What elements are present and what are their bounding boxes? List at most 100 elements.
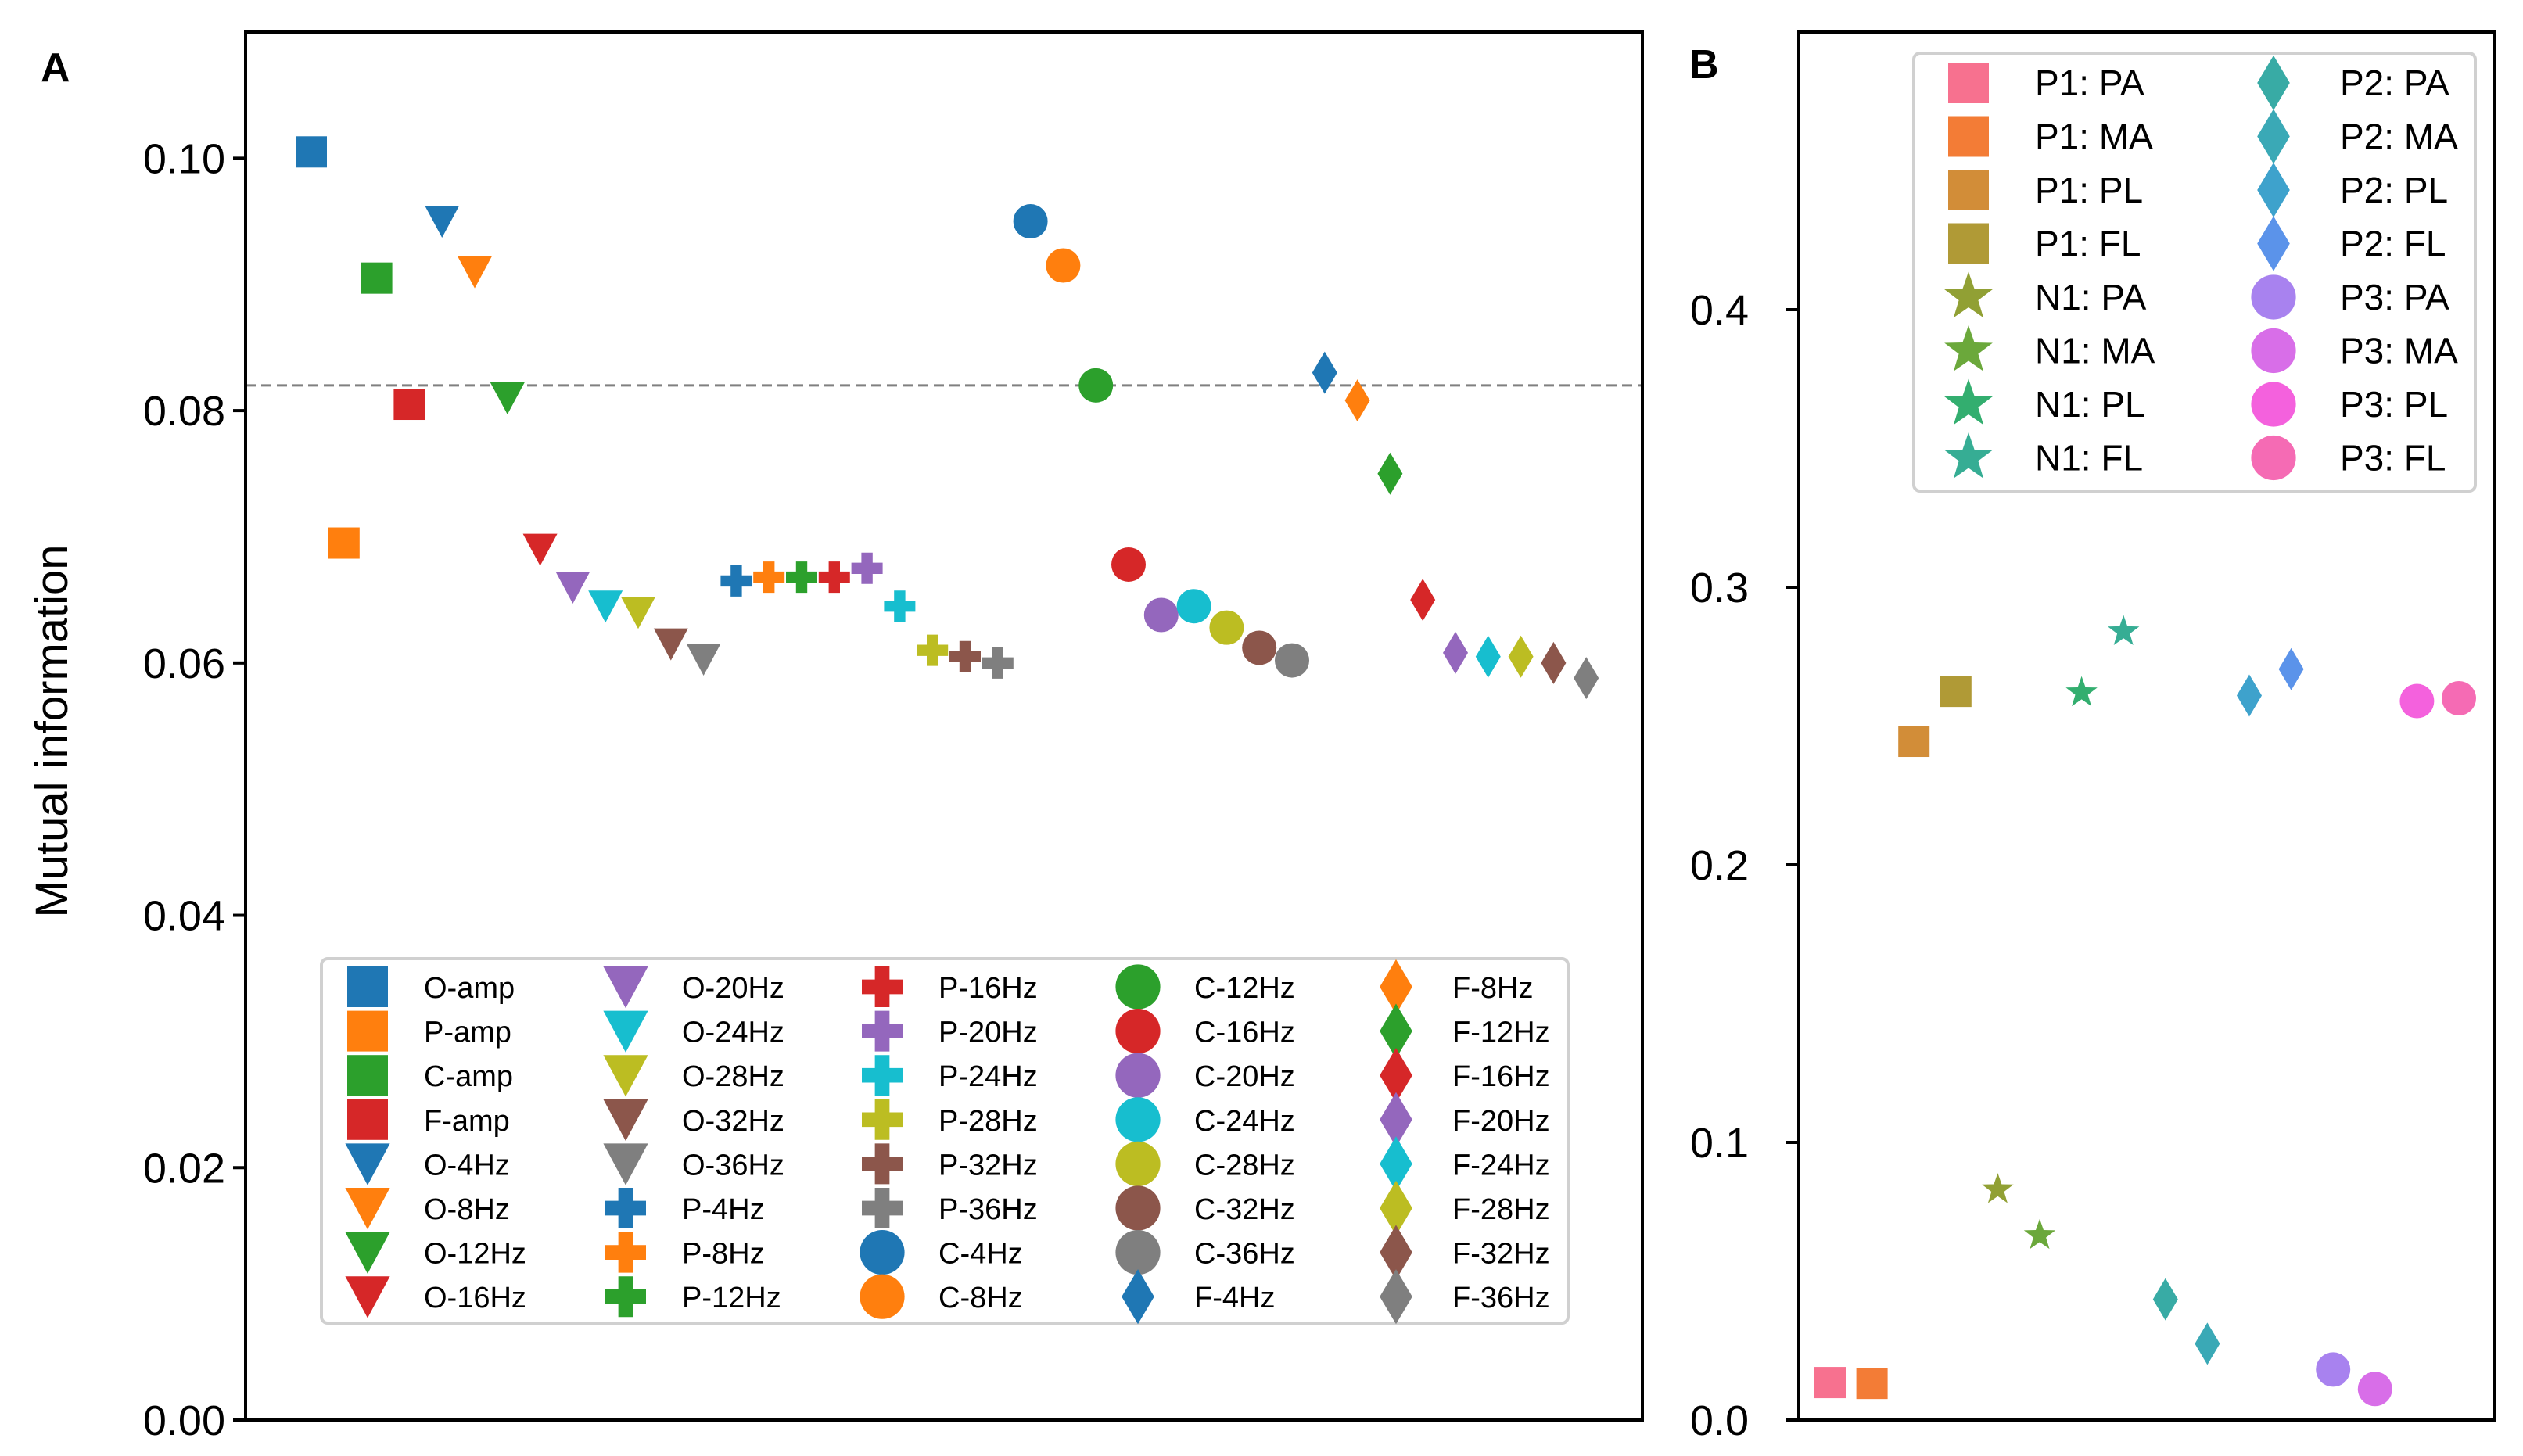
legend-label-p1-fl: P1: FL	[2035, 224, 2141, 264]
legend-marker-p-12hz	[605, 1276, 646, 1318]
point-c-12hz	[1078, 368, 1114, 403]
legend-label-o-24hz: O-24Hz	[682, 1017, 784, 1049]
legend-label-p-8hz: P-8Hz	[682, 1238, 765, 1271]
legend-marker-p2-ma	[2257, 109, 2290, 164]
legend-marker-p1-pl	[1948, 170, 1989, 210]
legend-label-c-8hz: C-8Hz	[938, 1282, 1023, 1314]
point-p2-ma	[2195, 1322, 2220, 1365]
point-p3-pa	[2316, 1352, 2351, 1387]
legend-label-n1-fl: N1: FL	[2035, 438, 2143, 479]
y-tick-label: 0.2	[1690, 842, 1749, 889]
panel-b-y-ticks: 0.0 0.1 0.2 0.3 0.4	[1690, 287, 1799, 1444]
legend-label-p1-ma: P1: MA	[2035, 117, 2153, 157]
legend-label-p-36hz: P-36Hz	[938, 1193, 1038, 1226]
panel-a: A Mutual information 0.000.020.040.060.0…	[27, 30, 1644, 1444]
point-c-28hz	[1209, 610, 1244, 645]
legend-label-p3-ma: P3: MA	[2340, 331, 2458, 371]
point-f-32hz	[1541, 641, 1567, 684]
point-o-12hz	[490, 382, 525, 414]
point-p2-pa	[2152, 1278, 2178, 1321]
legend-label-n1-ma: N1: MA	[2035, 331, 2155, 371]
point-p2-pl	[2237, 674, 2262, 717]
legend-label-f-36hz: F-36Hz	[1452, 1282, 1550, 1314]
legend-label-c-amp: C-amp	[424, 1060, 513, 1093]
legend-label-c-16hz: C-16Hz	[1194, 1017, 1295, 1049]
legend-label-p3-fl: P3: FL	[2340, 438, 2446, 479]
legend-label-o-4hz: O-4Hz	[424, 1149, 510, 1182]
legend-label-f-28hz: F-28Hz	[1452, 1193, 1550, 1226]
point-c-16hz	[1111, 547, 1146, 582]
legend-label-o-28hz: O-28Hz	[682, 1060, 784, 1093]
legend-marker-n1-ma	[1944, 325, 1993, 371]
legend-marker-p1-pa	[1948, 63, 1989, 103]
y-tick-label: 0.4	[1690, 287, 1749, 334]
legend-marker-o-20hz	[603, 966, 648, 1009]
legend-label-o-20hz: O-20Hz	[682, 972, 784, 1005]
legend-label-c-20hz: C-20Hz	[1194, 1060, 1295, 1093]
legend-label-c-28hz: C-28Hz	[1194, 1149, 1295, 1182]
legend-marker-f-28hz	[1380, 1180, 1412, 1236]
legend-marker-f-20hz	[1380, 1092, 1412, 1147]
legend-label-o-16hz: O-16Hz	[424, 1282, 526, 1314]
point-o-8hz	[458, 256, 492, 289]
y-tick-label: 0.08	[143, 388, 225, 435]
legend-marker-c-36hz	[1115, 1230, 1161, 1275]
point-p3-fl	[2442, 681, 2476, 715]
legend-label-o-32hz: O-32Hz	[682, 1105, 784, 1138]
point-p-36hz	[982, 647, 1014, 679]
point-p-32hz	[949, 640, 981, 672]
y-tick-label: 0.0	[1690, 1397, 1749, 1444]
legend-marker-c-4hz	[860, 1230, 905, 1275]
y-tick-label: 0.02	[143, 1145, 225, 1192]
panel-b-label: B	[1689, 42, 1719, 88]
legend-marker-f-16hz	[1380, 1048, 1412, 1103]
legend-marker-p-36hz	[862, 1188, 903, 1228]
point-o-36hz	[686, 643, 721, 676]
legend-label-f-24hz: F-24Hz	[1452, 1149, 1550, 1182]
panel-a-points	[296, 136, 1599, 700]
legend-label-p-amp: P-amp	[424, 1017, 511, 1049]
y-tick-label: 0.04	[143, 893, 225, 940]
legend-label-c-4hz: C-4Hz	[938, 1238, 1023, 1271]
point-f-28hz	[1508, 635, 1534, 678]
legend-label-f-20hz: F-20Hz	[1452, 1105, 1550, 1138]
legend-label-p2-ma: P2: MA	[2340, 117, 2458, 157]
legend-marker-c-16hz	[1115, 1009, 1161, 1054]
legend-label-f-8hz: F-8Hz	[1452, 972, 1533, 1005]
panel-a-y-ticks: 0.00 0.02 0.04 0.06 0.08 0.10	[143, 135, 246, 1444]
legend-label-p1-pl: P1: PL	[2035, 170, 2143, 210]
point-f-12hz	[1377, 452, 1403, 495]
legend-marker-o-4hz	[345, 1143, 390, 1185]
legend-marker-o-28hz	[603, 1055, 648, 1097]
legend-marker-p2-pl	[2257, 162, 2290, 218]
y-tick-label: 0.06	[143, 640, 225, 687]
legend-marker-p-4hz	[605, 1188, 646, 1228]
legend-marker-p3-pl	[2251, 382, 2296, 427]
legend-marker-o-amp	[347, 966, 388, 1007]
legend-marker-n1-fl	[1944, 432, 1993, 479]
legend-marker-c-28hz	[1115, 1141, 1161, 1186]
legend-label-p-20hz: P-20Hz	[938, 1017, 1038, 1049]
legend-label-p3-pa: P3: PA	[2340, 277, 2449, 317]
legend-marker-c-32hz	[1115, 1185, 1161, 1231]
point-p-28hz	[917, 634, 949, 666]
legend-marker-p-amp	[347, 1010, 388, 1052]
point-p1-ma	[1856, 1368, 1888, 1400]
legend-label-p-12hz: P-12Hz	[682, 1282, 781, 1314]
legend-label-o-12hz: O-12Hz	[424, 1238, 526, 1271]
legend-marker-p1-ma	[1948, 116, 1989, 157]
legend-label-p3-pl: P3: PL	[2340, 384, 2448, 425]
point-c-4hz	[1013, 204, 1048, 239]
point-p-16hz	[818, 561, 850, 594]
legend-marker-p-32hz	[862, 1143, 903, 1185]
point-n1-ma	[2023, 1218, 2056, 1250]
point-p-12hz	[786, 561, 817, 594]
point-f-4hz	[1312, 351, 1337, 394]
legend-marker-c-24hz	[1115, 1097, 1161, 1142]
point-n1-fl	[2108, 615, 2140, 645]
legend-label-c-32hz: C-32Hz	[1194, 1193, 1295, 1226]
point-f-amp	[393, 389, 425, 421]
point-c-36hz	[1275, 643, 1309, 678]
point-f-16hz	[1410, 579, 1436, 622]
